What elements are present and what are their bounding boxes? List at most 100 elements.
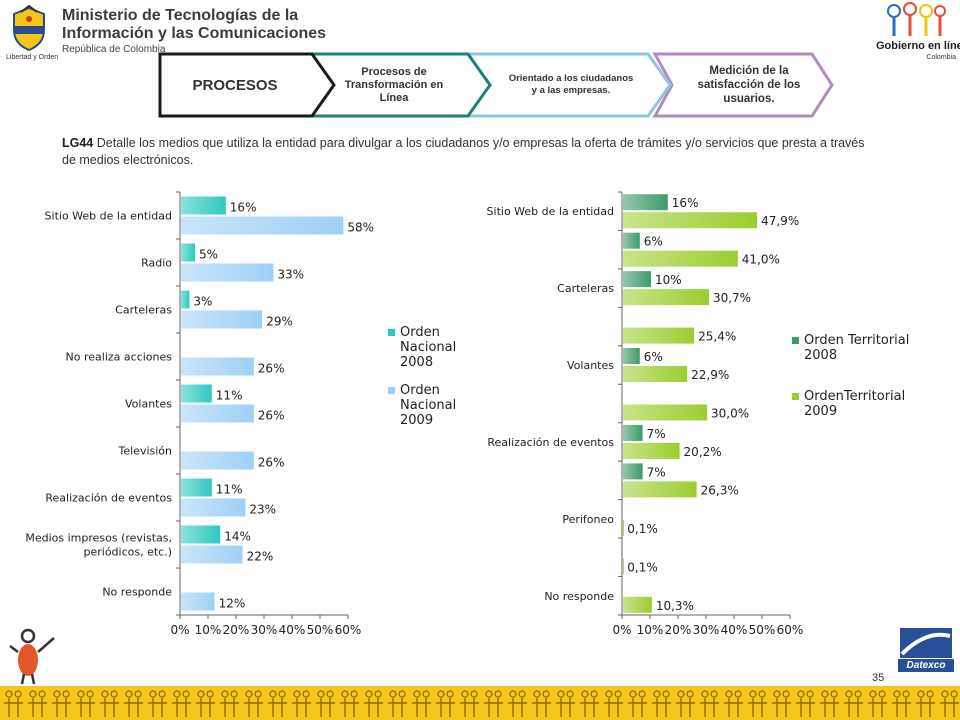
legend-label-territorial-2008-l2: 2008 bbox=[804, 348, 838, 363]
footer-figure-icon bbox=[4, 690, 23, 717]
footer-band bbox=[0, 686, 960, 720]
x-tick-label: 20% bbox=[223, 623, 250, 637]
mascot-icon bbox=[9, 628, 55, 684]
bar-2009 bbox=[623, 519, 624, 536]
ministry-logo: Libertad y Orden Ministerio de Tecnologí… bbox=[6, 4, 326, 66]
footer-figure-icon bbox=[316, 690, 335, 717]
footer-figure-icon bbox=[796, 690, 815, 717]
data-label: 20,2% bbox=[684, 445, 722, 459]
bar-2009 bbox=[181, 592, 215, 611]
data-label: 23% bbox=[249, 503, 276, 517]
footer-figure-icon bbox=[748, 690, 767, 717]
footer-figure-icon bbox=[700, 690, 719, 717]
bar-2008 bbox=[623, 271, 651, 288]
footer-figure-icon bbox=[772, 690, 791, 717]
x-tick-label: 50% bbox=[749, 623, 776, 637]
footer-figure-icon bbox=[292, 690, 311, 717]
bar-2009 bbox=[623, 289, 709, 306]
bar-2008 bbox=[181, 196, 226, 215]
legend-label-nacional-2008-l3: 2008 bbox=[400, 355, 434, 370]
question-description: LG44 Detalle los medios que utiliza la e… bbox=[62, 135, 872, 169]
bar-2009 bbox=[623, 481, 697, 498]
bar-2009 bbox=[181, 310, 263, 329]
category-label: No responde bbox=[102, 586, 172, 599]
ministry-country: República de Colombia bbox=[62, 44, 166, 55]
datexco-mark-icon bbox=[900, 628, 952, 658]
data-label: 22,9% bbox=[691, 368, 729, 382]
process-step-3: Orientado a los ciudadanos y a las empre… bbox=[508, 73, 634, 96]
footer-figure-icon bbox=[244, 690, 263, 717]
x-tick-label: 50% bbox=[307, 623, 334, 637]
data-label: 25,4% bbox=[698, 330, 736, 344]
x-tick-label: 60% bbox=[335, 623, 362, 637]
people-logo-icon bbox=[887, 2, 946, 36]
footer-figure-icon bbox=[388, 690, 407, 717]
footer-figure-icon bbox=[484, 690, 503, 717]
legend-swatch-nacional-2009 bbox=[388, 387, 395, 394]
category-label: No responde bbox=[544, 590, 614, 603]
footer-figure-icon bbox=[916, 690, 935, 717]
bar-2009 bbox=[623, 442, 680, 459]
footer-figure-icon bbox=[28, 690, 47, 717]
chart-orden-territorial: 0% 10% 20% 30% 40% 50% 60%Sitio Web de la enti… bbox=[487, 191, 804, 637]
footer-figure-icon bbox=[556, 690, 575, 717]
data-label: 6% bbox=[644, 235, 663, 249]
bar-2009 bbox=[623, 596, 652, 613]
footer-figure-icon bbox=[220, 690, 239, 717]
footer-figure-icon bbox=[412, 690, 431, 717]
data-label: 7% bbox=[647, 465, 666, 479]
data-label: 16% bbox=[230, 201, 257, 215]
legend-item-nacional-2009: Orden Nacional 2009 bbox=[388, 383, 468, 437]
chart-orden-nacional: 0% 10% 20% 30% 40% 50% 60% Sitio Web de la enti… bbox=[25, 191, 374, 637]
data-label: 47,9% bbox=[761, 214, 799, 228]
data-label: 7% bbox=[647, 427, 666, 441]
bar-2009 bbox=[181, 451, 254, 470]
footer-figure-icon bbox=[100, 690, 119, 717]
footer-figure-icon bbox=[532, 690, 551, 717]
x-tick-label: 10% bbox=[637, 623, 664, 637]
footer-figure-icon bbox=[580, 690, 599, 717]
data-label: 22% bbox=[247, 550, 274, 564]
footer-figure-icon bbox=[364, 690, 383, 717]
footer-figure-icon bbox=[892, 690, 911, 717]
legend-swatch-territorial-2009 bbox=[792, 393, 799, 400]
legend-label-territorial-2008-l1: Orden Territorial bbox=[804, 333, 910, 348]
category-label: Medios impresos (revistas, bbox=[25, 532, 172, 545]
category-label: Carteleras bbox=[557, 282, 614, 295]
seal-caption: Libertad y Orden bbox=[6, 54, 59, 61]
footer-figure-icon bbox=[940, 690, 959, 717]
data-label: 10,3% bbox=[656, 599, 694, 613]
process-step-1: PROCESOS bbox=[192, 76, 278, 94]
bar-2008 bbox=[181, 384, 212, 403]
bar-2009 bbox=[181, 498, 246, 517]
process-step-4-shape bbox=[652, 52, 834, 118]
footer-people-pattern bbox=[4, 690, 959, 717]
process-step-4: Medición de la satisfacción de los usuar… bbox=[697, 65, 801, 105]
legend-label-territorial-2009-l1: OrdenTerritorial bbox=[804, 389, 906, 404]
footer-figure-icon bbox=[172, 690, 191, 717]
data-label: 6% bbox=[644, 350, 663, 364]
legend-label-territorial-2009-l2: 2009 bbox=[804, 404, 838, 419]
footer-figure-icon bbox=[460, 690, 479, 717]
bar-2008 bbox=[623, 463, 643, 480]
category-label: Sitio Web de la entidad bbox=[45, 210, 172, 223]
data-label: 11% bbox=[216, 389, 243, 403]
legend-label-nacional-2009-l2: Nacional bbox=[400, 398, 457, 413]
x-tick-label: 60% bbox=[777, 623, 804, 637]
legend-label-nacional-2008-l1: Orden bbox=[400, 325, 440, 340]
x-tick-label: 10% bbox=[195, 623, 222, 637]
category-label: No realiza acciones bbox=[66, 351, 173, 364]
data-label: 0,1% bbox=[627, 560, 658, 574]
bar-2008 bbox=[181, 243, 195, 262]
legend-swatch-nacional-2008 bbox=[388, 329, 395, 336]
legend-left: Orden Nacional 2008 Orden Nacional 2009 bbox=[388, 325, 468, 437]
footer-figure-icon bbox=[124, 690, 143, 717]
x-tick-label: 30% bbox=[693, 623, 720, 637]
bar-2009 bbox=[623, 558, 624, 575]
category-label: Volantes bbox=[567, 359, 614, 372]
datexco-name: Datexco bbox=[898, 659, 954, 672]
legend-item-territorial-2008: Orden Territorial 2008 bbox=[792, 333, 922, 383]
bar-2009 bbox=[623, 366, 688, 383]
question-code: LG44 bbox=[62, 136, 94, 150]
gobierno-en-linea-logo: Gobierno en línea Colombia bbox=[876, 2, 960, 64]
